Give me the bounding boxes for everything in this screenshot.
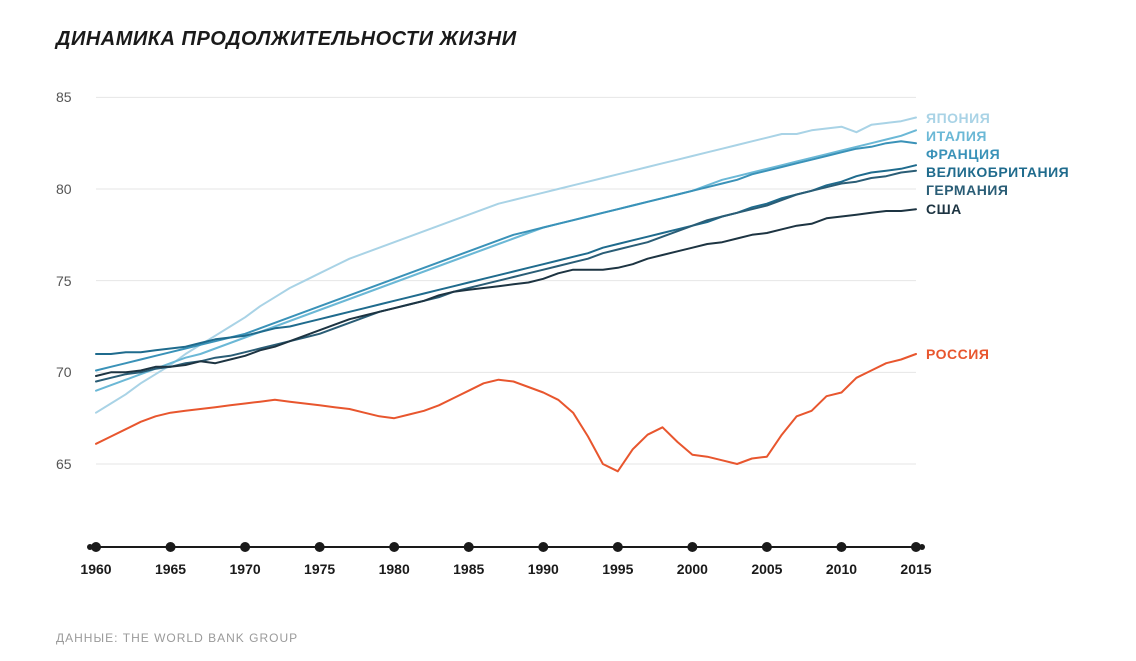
series-label-japan: ЯПОНИЯ — [926, 110, 990, 126]
y-tick-label: 65 — [56, 456, 72, 472]
x-tick-dot — [911, 542, 921, 552]
y-tick-label: 70 — [56, 364, 72, 380]
y-tick-label: 85 — [56, 89, 72, 105]
x-tick-label: 1965 — [155, 561, 186, 577]
x-tick-label: 1980 — [379, 561, 410, 577]
x-tick-dot — [613, 542, 623, 552]
x-axis-labels: 1960 1965 1970 1975 1980 1985 1990 1995 2000 2005… — [56, 561, 1086, 581]
x-tick-dot — [762, 542, 772, 552]
x-tick-label: 1985 — [453, 561, 484, 577]
series-line-russia — [96, 354, 916, 471]
y-tick-label: 75 — [56, 273, 72, 289]
x-tick-label: 2010 — [826, 561, 857, 577]
x-tick-label: 2005 — [751, 561, 782, 577]
x-tick-dot — [240, 542, 250, 552]
x-tick-dot — [315, 542, 325, 552]
series-line-italy — [96, 130, 916, 390]
x-tick-dot — [687, 542, 697, 552]
x-tick-dot — [91, 542, 101, 552]
x-tick-label: 1995 — [602, 561, 633, 577]
x-tick-dot — [464, 542, 474, 552]
series-label-italy: ИТАЛИЯ — [926, 128, 987, 144]
series-label-usa: США — [926, 201, 962, 217]
x-tick-label: 1975 — [304, 561, 335, 577]
series-label-uk: ВЕЛИКОБРИТАНИЯ — [926, 164, 1069, 180]
source-caption: ДАННЫЕ: THE WORLD BANK GROUP — [56, 631, 298, 645]
series-line-uk — [96, 165, 916, 354]
y-tick-label: 80 — [56, 181, 72, 197]
series-line-usa — [96, 209, 916, 376]
x-tick-label: 1970 — [230, 561, 261, 577]
series-label-germany: ГЕРМАНИЯ — [926, 182, 1008, 198]
x-tick-label: 2015 — [900, 561, 931, 577]
chart-container: 6570758085 19601965197019751980198519901… — [56, 69, 1086, 589]
x-tick-label: 1990 — [528, 561, 559, 577]
series-line-france — [96, 141, 916, 370]
series-label-france: ФРАНЦИЯ — [926, 146, 1000, 162]
x-tick-dot — [538, 542, 548, 552]
x-tick-dot — [389, 542, 399, 552]
chart-title: ДИНАМИКА ПРОДОЛЖИТЕЛЬНОСТИ ЖИЗНИ — [56, 28, 1086, 51]
series-label-russia: РОССИЯ — [926, 346, 989, 362]
x-tick-label: 1960 — [80, 561, 111, 577]
x-tick-dot — [836, 542, 846, 552]
x-tick-dot — [166, 542, 176, 552]
x-tick-label: 2000 — [677, 561, 708, 577]
